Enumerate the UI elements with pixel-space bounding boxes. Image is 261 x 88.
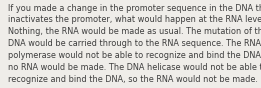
Text: polymerase would not be able to recognize and bind the DNA, so: polymerase would not be able to recogniz… xyxy=(8,51,261,60)
Text: recognize and bind the DNA, so the RNA would not be made.: recognize and bind the DNA, so the RNA w… xyxy=(8,75,258,84)
Text: no RNA would be made. The DNA helicase would not be able to: no RNA would be made. The DNA helicase w… xyxy=(8,63,261,72)
Text: Nothing, the RNA would be made as usual. The mutation of the: Nothing, the RNA would be made as usual.… xyxy=(8,27,261,36)
Text: If you made a change in the promoter sequence in the DNA that: If you made a change in the promoter seq… xyxy=(8,4,261,12)
Text: inactivates the promoter, what would happen at the RNA level?: inactivates the promoter, what would hap… xyxy=(8,15,261,24)
Text: DNA would be carried through to the RNA sequence. The RNA: DNA would be carried through to the RNA … xyxy=(8,39,261,48)
